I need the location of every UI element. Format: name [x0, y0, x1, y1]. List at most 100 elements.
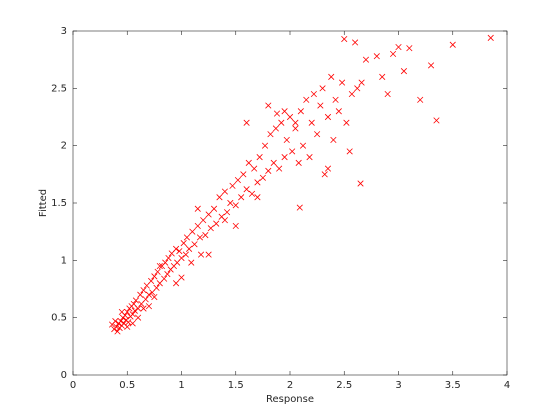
marker: [205, 211, 212, 218]
y-tick-label: 2.5: [51, 83, 67, 94]
marker: [234, 176, 242, 184]
marker: [261, 142, 269, 149]
marker: [341, 35, 348, 43]
marker: [180, 240, 187, 247]
marker: [154, 268, 161, 275]
y-tick-label: 2: [61, 141, 67, 152]
marker: [379, 73, 386, 80]
x-tick-label: 2.5: [336, 380, 352, 391]
marker: [172, 245, 180, 252]
marker: [191, 241, 198, 248]
marker: [281, 154, 288, 161]
marker: [145, 291, 153, 298]
marker: [140, 305, 147, 312]
marker: [162, 259, 169, 266]
marker: [449, 41, 456, 48]
marker: [176, 248, 183, 255]
marker: [343, 119, 350, 126]
marker: [400, 68, 408, 75]
marker: [113, 323, 120, 330]
marker: [283, 136, 290, 144]
marker: [229, 182, 236, 189]
marker: [289, 148, 296, 155]
marker: [362, 56, 370, 63]
marker: [254, 179, 261, 186]
marker: [213, 220, 220, 227]
marker: [124, 308, 131, 316]
marker: [164, 271, 171, 278]
marker: [178, 274, 185, 281]
x-tick-label: 0.5: [119, 380, 135, 391]
y-tick-label: 1.5: [51, 198, 67, 209]
marker: [117, 318, 124, 325]
marker: [272, 125, 279, 132]
marker: [314, 131, 321, 138]
marker: [259, 174, 266, 181]
marker: [165, 254, 172, 262]
marker: [243, 119, 250, 126]
marker: [346, 148, 353, 155]
marker: [299, 142, 307, 149]
marker: [132, 297, 140, 304]
marker: [124, 323, 131, 330]
marker: [395, 43, 402, 51]
x-tick-label: 3: [395, 380, 401, 391]
marker: [433, 117, 440, 124]
marker: [151, 273, 158, 280]
marker: [281, 108, 288, 115]
marker: [354, 85, 361, 92]
marker: [427, 62, 435, 69]
marker: [256, 154, 263, 161]
y-axis-label: Fitted: [38, 189, 49, 217]
marker: [227, 199, 234, 207]
marker: [389, 50, 397, 58]
marker: [357, 180, 364, 187]
y-tick-label: 0: [61, 370, 67, 381]
x-tick-label: 1.5: [228, 380, 244, 391]
marker: [303, 96, 310, 103]
marker: [140, 287, 147, 294]
marker: [292, 119, 299, 126]
marker: [186, 245, 193, 252]
marker: [417, 96, 424, 103]
marker: [207, 225, 214, 232]
marker: [197, 251, 205, 258]
marker: [324, 113, 332, 121]
marker: [254, 194, 261, 201]
marker: [295, 159, 302, 166]
marker: [189, 228, 196, 235]
y-tick-label: 0.5: [51, 313, 67, 324]
marker: [273, 110, 281, 117]
marker: [317, 102, 324, 109]
x-tick-label: 4: [504, 380, 510, 391]
marker: [321, 171, 328, 178]
marker: [221, 217, 228, 224]
marker: [265, 167, 272, 174]
marker: [308, 119, 315, 126]
marker: [183, 234, 191, 241]
marker: [306, 154, 313, 161]
marker: [238, 194, 245, 201]
marker: [330, 136, 337, 144]
marker: [112, 318, 119, 325]
marker: [248, 190, 256, 197]
marker: [406, 45, 413, 52]
x-tick-label: 2: [287, 380, 293, 391]
marker: [332, 96, 339, 103]
marker: [487, 34, 494, 41]
marker: [296, 204, 303, 211]
marker: [265, 102, 272, 109]
marker: [221, 188, 228, 195]
marker: [358, 79, 365, 86]
marker: [194, 205, 201, 212]
marker: [114, 328, 121, 335]
marker: [178, 254, 185, 262]
marker: [292, 125, 299, 132]
x-tick-label: 1: [178, 380, 184, 391]
marker: [310, 90, 317, 98]
marker: [319, 85, 326, 92]
marker: [200, 217, 207, 224]
marker: [153, 284, 160, 291]
